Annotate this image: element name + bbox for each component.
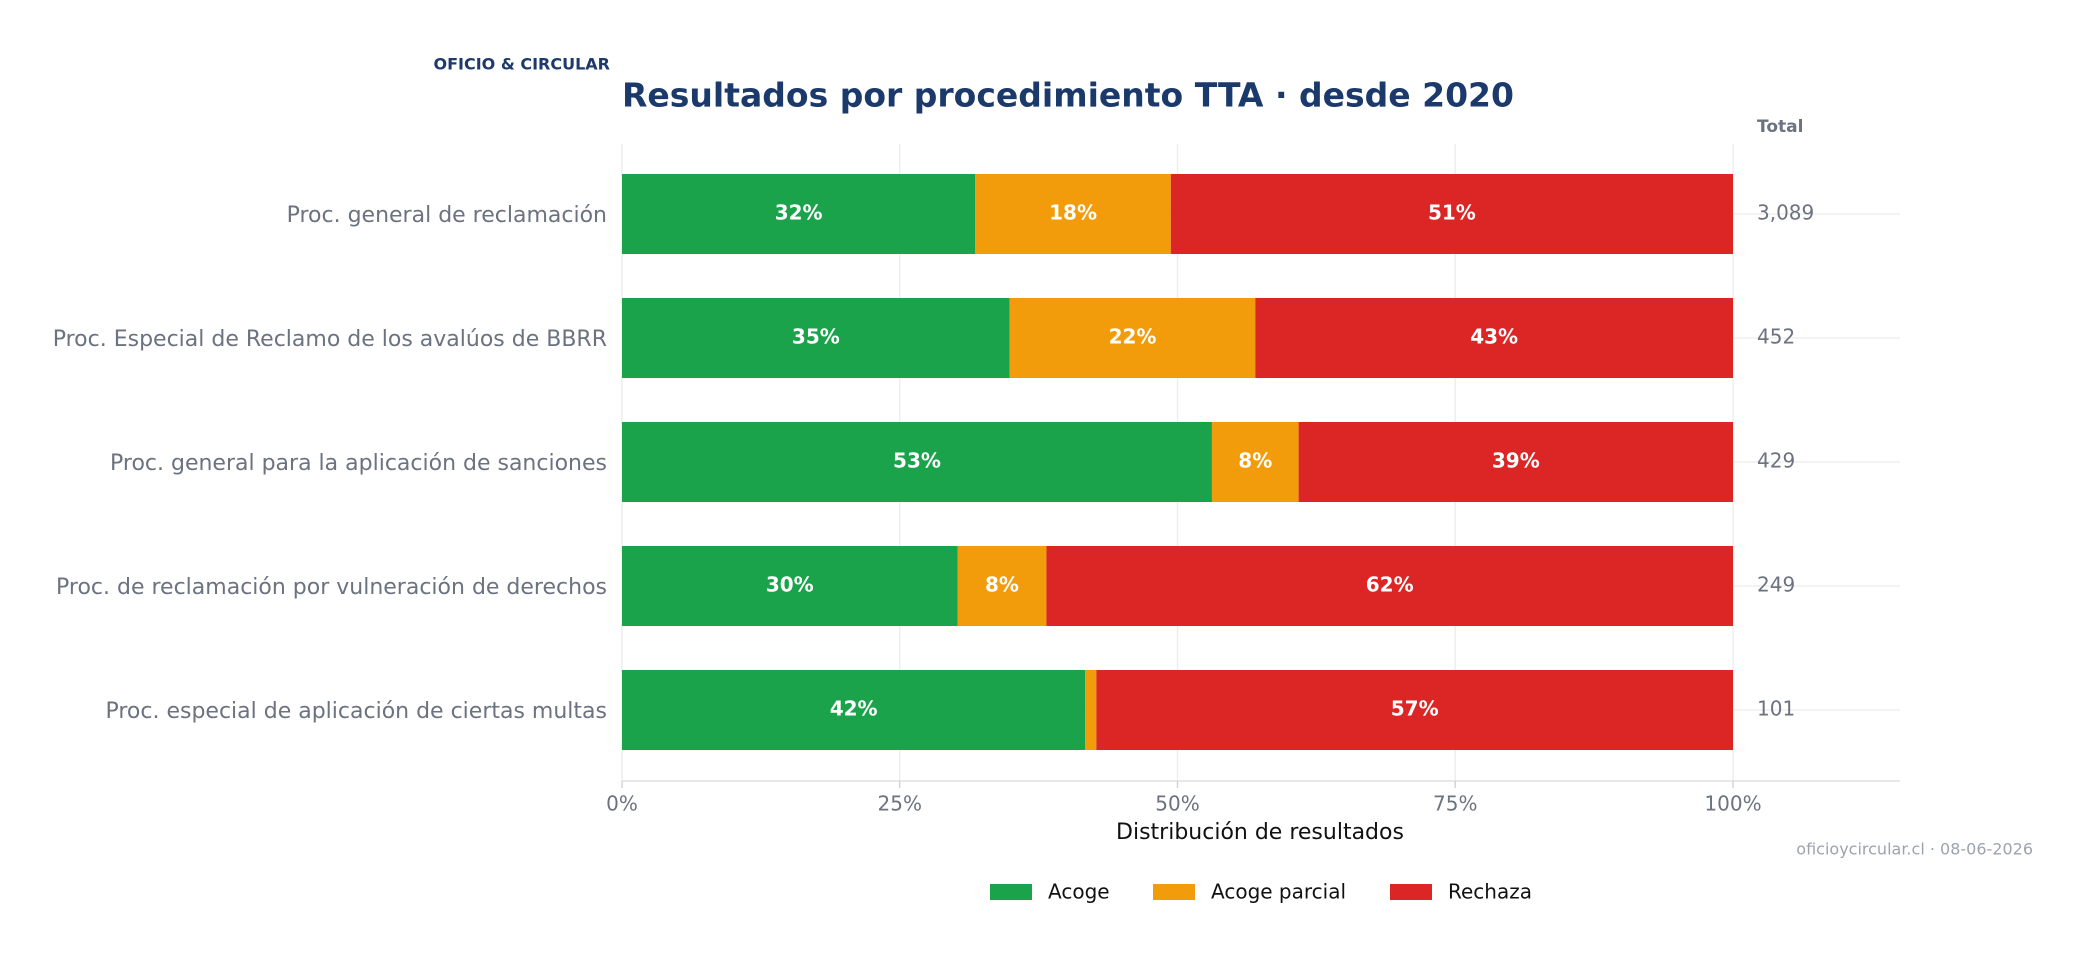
bar-segment	[622, 298, 1010, 378]
bar-segment	[622, 670, 1086, 750]
bar-segment	[622, 422, 1212, 502]
bar-segment	[1170, 174, 1733, 254]
footer: oficioycircular.cl · 08-06-2026	[1796, 840, 2033, 859]
legend-label: Acoge	[1048, 880, 1110, 904]
total-label: 101	[1757, 697, 1795, 721]
y-tick-label: Proc. Especial de Reclamo de los avalúos…	[53, 327, 607, 352]
totals-header: Total	[1757, 117, 1803, 137]
x-tick-label: 50%	[1155, 792, 1199, 816]
brand: OFICIO & CIRCULAR	[433, 55, 610, 74]
bar-segment	[622, 174, 976, 254]
data-label: 22%	[1109, 325, 1157, 349]
data-label: 32%	[775, 201, 823, 225]
y-tick-label: Proc. de reclamación por vulneración de …	[56, 575, 607, 600]
bar-segment	[975, 174, 1171, 254]
legend-label: Rechaza	[1448, 880, 1532, 904]
legend-swatch	[1390, 884, 1432, 900]
data-label: 53%	[893, 449, 941, 473]
bar-segment	[1046, 546, 1733, 626]
legend-label: Acoge parcial	[1211, 880, 1346, 904]
chart-title: Resultados por procedimiento TTA · desde…	[622, 76, 1514, 115]
y-tick-label: Proc. especial de aplicación de ciertas …	[105, 699, 607, 724]
data-label: 62%	[1366, 573, 1414, 597]
bar-segment	[1255, 298, 1733, 378]
y-tick-label: Proc. general de reclamación	[287, 203, 607, 228]
data-label: 30%	[766, 573, 814, 597]
data-label: 51%	[1428, 201, 1476, 225]
bar-segment	[1085, 670, 1097, 750]
x-tick-label: 100%	[1704, 792, 1761, 816]
total-label: 3,089	[1757, 201, 1814, 225]
bar-segment	[622, 546, 958, 626]
y-tick-label: Proc. general para la aplicación de sanc…	[110, 451, 607, 476]
legend-swatch	[990, 884, 1032, 900]
legend-swatch	[1153, 884, 1195, 900]
data-label: 39%	[1492, 449, 1540, 473]
total-label: 452	[1757, 325, 1795, 349]
x-axis-label: Distribución de resultados	[1116, 820, 1404, 845]
bar-segment	[1096, 670, 1733, 750]
x-tick-label: 0%	[606, 792, 638, 816]
data-label: 8%	[985, 573, 1019, 597]
x-tick-label: 75%	[1433, 792, 1477, 816]
total-label: 249	[1757, 573, 1795, 597]
data-label: 43%	[1470, 325, 1518, 349]
x-tick-label: 25%	[878, 792, 922, 816]
bar-segment	[1211, 422, 1299, 502]
bar-segment	[1009, 298, 1256, 378]
data-label: 18%	[1049, 201, 1097, 225]
bar-segment	[957, 546, 1047, 626]
data-label: 35%	[792, 325, 840, 349]
data-label: 42%	[830, 697, 878, 721]
data-label: 57%	[1391, 697, 1439, 721]
data-label: 8%	[1238, 449, 1272, 473]
total-label: 429	[1757, 449, 1795, 473]
bar-segment	[1298, 422, 1733, 502]
